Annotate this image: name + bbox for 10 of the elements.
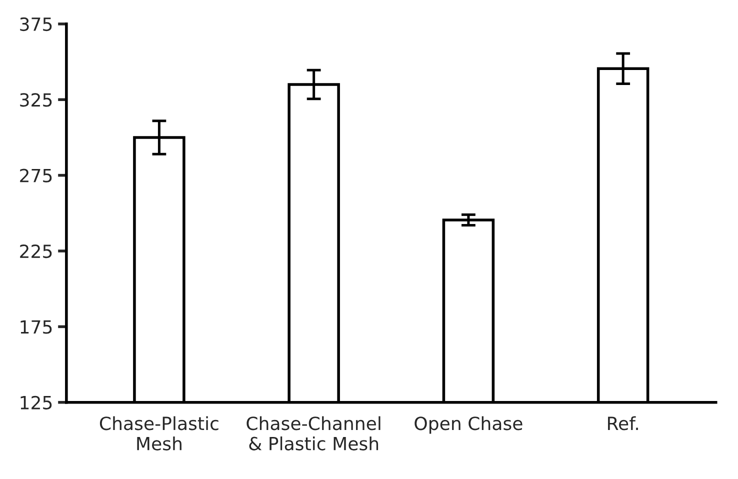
y-tick-label: 275 — [20, 168, 52, 182]
y-tick-label: 225 — [20, 244, 52, 258]
y-tick-label: 375 — [20, 17, 52, 32]
x-tick-label: Open Chase — [414, 416, 522, 434]
x-tick-label: Chase-Channel & Plastic Mesh — [246, 416, 380, 450]
x-tick-label: Chase-Plastic Mesh — [100, 416, 218, 450]
y-tick-label: 175 — [20, 320, 52, 334]
x-tick-label: Ref. — [608, 416, 638, 430]
y-tick-label: 325 — [20, 93, 52, 107]
y-tick-label: 125 — [20, 396, 52, 410]
